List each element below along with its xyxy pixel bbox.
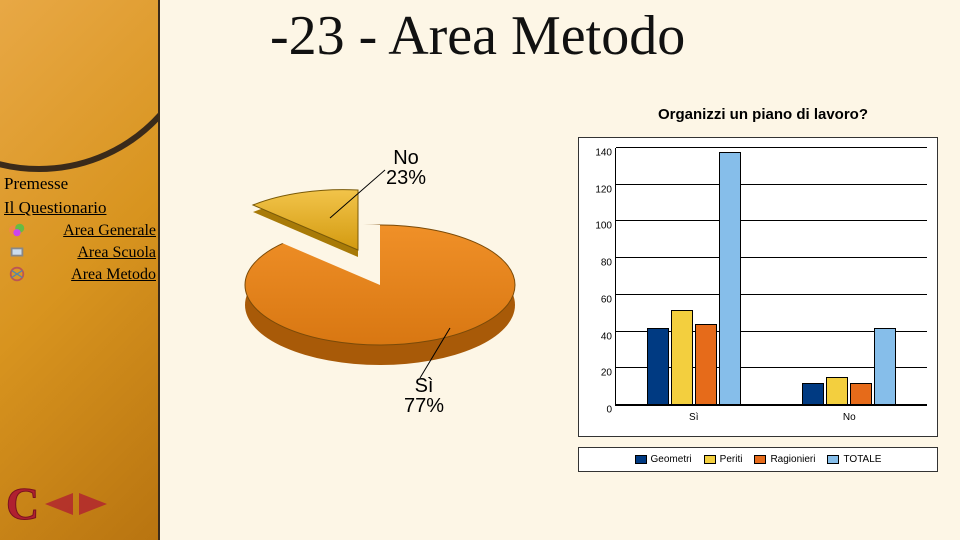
- bullet-icon: [8, 244, 26, 260]
- bar: [647, 328, 669, 405]
- nav-area-metodo[interactable]: Area Metodo: [4, 266, 156, 284]
- legend-label: TOTALE: [843, 454, 881, 465]
- legend-swatch: [754, 455, 766, 464]
- xtick-label: No: [843, 412, 856, 423]
- legend-label: Ragionieri: [770, 454, 815, 465]
- legend-swatch: [635, 455, 647, 464]
- bar: [695, 324, 717, 405]
- ytick-label: 0: [586, 405, 612, 416]
- legend-item: Geometri: [635, 454, 692, 465]
- ytick-label: 40: [586, 331, 612, 342]
- ytick-label: 60: [586, 294, 612, 305]
- legend-item: Periti: [704, 454, 743, 465]
- nav-sub-label: Area Scuola: [77, 244, 156, 261]
- prev-arrow-icon[interactable]: [45, 493, 73, 515]
- xtick-label: Sì: [689, 412, 698, 423]
- bar: [874, 328, 896, 405]
- bar: [826, 377, 848, 405]
- next-arrow-icon[interactable]: [79, 493, 107, 515]
- ytick-label: 120: [586, 184, 612, 195]
- bullet-icon: [8, 222, 26, 238]
- legend-label: Periti: [720, 454, 743, 465]
- pie-si-text: Sì: [415, 375, 434, 397]
- bar: [850, 383, 872, 405]
- bar-chart: Organizzi un piano di lavoro? 0 20 40 60 80 1…: [578, 106, 948, 526]
- nav-sub-label: Area Generale: [63, 222, 156, 239]
- pie-no-text: No: [393, 147, 419, 169]
- ytick-label: 100: [586, 221, 612, 232]
- footer-controls: C: [6, 477, 107, 530]
- main-content: -23 - Area Metodo: [160, 0, 960, 540]
- bar-chart-title: Organizzi un piano di lavoro?: [578, 106, 948, 123]
- bullet-icon: [8, 266, 26, 282]
- nav-sub-label: Area Metodo: [71, 266, 156, 283]
- nav-area-scuola[interactable]: Area Scuola: [4, 244, 156, 262]
- bar-legend: Geometri Periti Ragionieri TOTALE: [578, 447, 938, 472]
- pie-si-pct: 77%: [404, 395, 444, 417]
- nav-premesse[interactable]: Premesse: [4, 174, 156, 194]
- ytick-label: 20: [586, 368, 612, 379]
- pie-chart: No 23% Sì 77%: [190, 130, 560, 430]
- logo-c: C: [6, 477, 39, 530]
- legend-item: TOTALE: [827, 454, 881, 465]
- nav-area-generale[interactable]: Area Generale: [4, 222, 156, 240]
- bar-chart-box: 0 20 40 60 80 100 120 140 Sì No: [578, 137, 938, 437]
- pie-label-si: Sì 77%: [404, 376, 444, 416]
- bar: [802, 383, 824, 405]
- legend-label: Geometri: [651, 454, 692, 465]
- plot-area: 020406080100120140SìNo: [615, 148, 927, 406]
- slide: Premesse Il Questionario Area Generale A…: [0, 0, 960, 540]
- page-title: -23 - Area Metodo: [270, 4, 685, 68]
- pie-no-pct: 23%: [386, 167, 426, 189]
- legend-item: Ragionieri: [754, 454, 815, 465]
- legend-swatch: [827, 455, 839, 464]
- bar: [719, 152, 741, 405]
- ytick-label: 80: [586, 258, 612, 269]
- sidebar: Premesse Il Questionario Area Generale A…: [0, 0, 160, 540]
- bar: [671, 310, 693, 405]
- pie-label-no: No 23%: [386, 148, 426, 188]
- ytick-label: 140: [586, 148, 612, 159]
- nav-questionario[interactable]: Il Questionario: [4, 198, 156, 218]
- legend-swatch: [704, 455, 716, 464]
